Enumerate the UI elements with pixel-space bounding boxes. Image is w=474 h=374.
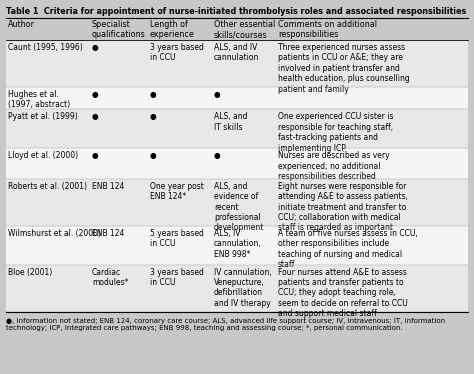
Text: ALS, and
IT skills: ALS, and IT skills (214, 113, 247, 132)
Text: Caunt (1995, 1996): Caunt (1995, 1996) (8, 43, 83, 52)
Text: Bloe (2001): Bloe (2001) (8, 268, 52, 277)
Text: ALS, and IV
cannulation: ALS, and IV cannulation (214, 43, 259, 62)
Text: Nurses are described as very
experienced; no additional
responsibilities describ: Nurses are described as very experienced… (278, 151, 390, 181)
Text: Author: Author (8, 20, 35, 29)
Text: ●: ● (150, 90, 156, 99)
Text: Wilmshurst et al. (2000): Wilmshurst et al. (2000) (8, 229, 101, 238)
Text: Other essential
skills/courses: Other essential skills/courses (214, 20, 275, 39)
Text: ●: ● (150, 151, 156, 160)
Text: IV cannulation,
Venepucture,
defibrillation
and IV therapy: IV cannulation, Venepucture, defibrillat… (214, 268, 272, 308)
Text: Cardiac
modules*: Cardiac modules* (92, 268, 128, 287)
Text: ENB 124: ENB 124 (92, 229, 124, 238)
Text: ●: ● (92, 43, 99, 52)
Text: ●: ● (92, 90, 99, 99)
Text: 5 years based
in CCU: 5 years based in CCU (150, 229, 204, 248)
Bar (6, 148, 468, 179)
Text: Pyatt et al. (1999): Pyatt et al. (1999) (8, 113, 78, 122)
Bar (6, 87, 468, 110)
Text: ●, Information not stated; ENB 124, coronary care course; ALS, advanced life sup: ●, Information not stated; ENB 124, coro… (6, 318, 445, 331)
Text: Roberts et al. (2001): Roberts et al. (2001) (8, 182, 87, 191)
Text: 3 years based
in CCU: 3 years based in CCU (150, 43, 204, 62)
Text: Comments on additional
responsibilities: Comments on additional responsibilities (278, 20, 377, 39)
Text: ●: ● (214, 151, 220, 160)
Bar (6, 40, 468, 87)
Text: ●: ● (214, 90, 220, 99)
Text: Hughes et al.
(1997, abstract): Hughes et al. (1997, abstract) (8, 90, 70, 110)
Text: ●: ● (92, 113, 99, 122)
Text: ●: ● (92, 151, 99, 160)
Text: Eight nurses were responsible for
attending A&E to assess patients,
initiate tre: Eight nurses were responsible for attend… (278, 182, 408, 232)
Text: A team of five nurses assess in CCU,
other responsibilities include
teaching of : A team of five nurses assess in CCU, oth… (278, 229, 418, 269)
Bar (6, 110, 468, 148)
Bar (6, 179, 468, 226)
Text: ALS, and
evidence of
recent
professional
development: ALS, and evidence of recent professional… (214, 182, 264, 232)
Text: ENB 124: ENB 124 (92, 182, 124, 191)
Bar (6, 226, 468, 264)
Text: One experienced CCU sister is
responsible for teaching staff,
fast-tracking pati: One experienced CCU sister is responsibl… (278, 113, 393, 153)
Bar (6, 264, 468, 312)
Text: Lloyd et al. (2000): Lloyd et al. (2000) (8, 151, 78, 160)
Text: Table 1  Criteria for appointment of nurse-initiated thrombolysis roles and asso: Table 1 Criteria for appointment of nurs… (6, 7, 466, 16)
Text: Specialist
qualifications: Specialist qualifications (92, 20, 146, 39)
Text: Four nurses attend A&E to assess
patients and transfer patients to
CCU; they ado: Four nurses attend A&E to assess patient… (278, 268, 408, 318)
Text: One year post
ENB 124*: One year post ENB 124* (150, 182, 204, 201)
Text: Three experienced nurses assess
patients in CCU or A&E; they are
involved in pat: Three experienced nurses assess patients… (278, 43, 410, 94)
Bar (6, 18, 468, 40)
Text: ALS, IV
cannulation,
ENB 998*: ALS, IV cannulation, ENB 998* (214, 229, 262, 258)
Text: ●: ● (150, 113, 156, 122)
Text: 3 years based
in CCU: 3 years based in CCU (150, 268, 204, 287)
Text: Length of
experience: Length of experience (150, 20, 195, 39)
